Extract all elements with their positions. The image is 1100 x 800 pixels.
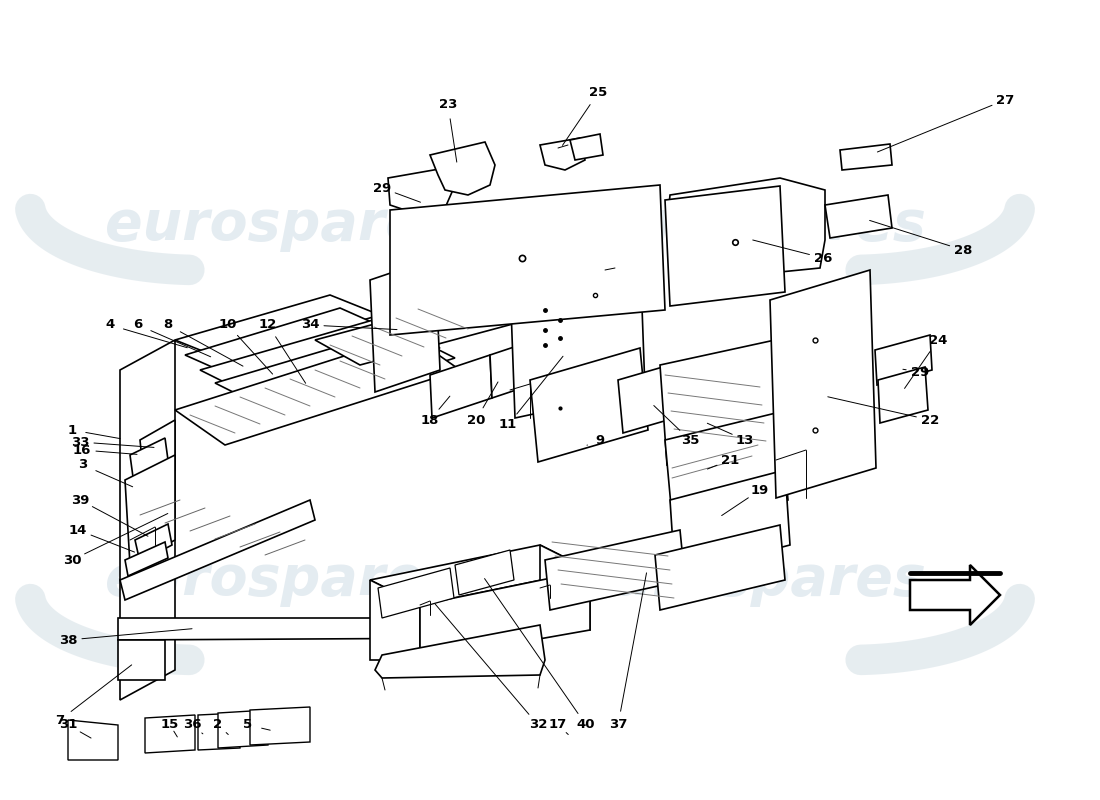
Text: 29: 29 [911, 366, 930, 378]
Text: 4: 4 [106, 318, 114, 331]
Text: 17: 17 [549, 718, 568, 731]
Text: 34: 34 [300, 318, 319, 331]
Polygon shape [218, 710, 268, 748]
Text: eurospares: eurospares [574, 553, 925, 607]
Polygon shape [825, 195, 892, 238]
Polygon shape [125, 542, 168, 576]
Polygon shape [420, 570, 590, 660]
Text: 25: 25 [588, 86, 607, 99]
Polygon shape [175, 335, 460, 445]
Polygon shape [370, 580, 420, 660]
Polygon shape [660, 340, 782, 465]
Text: 9: 9 [595, 434, 605, 446]
Polygon shape [878, 367, 928, 423]
Polygon shape [370, 545, 590, 605]
Text: 5: 5 [243, 718, 253, 731]
Text: 15: 15 [161, 718, 179, 731]
Text: 14: 14 [69, 523, 87, 537]
Text: 23: 23 [439, 98, 458, 111]
Polygon shape [250, 707, 310, 745]
Polygon shape [530, 348, 648, 462]
Polygon shape [910, 565, 1000, 625]
Text: 28: 28 [954, 243, 972, 257]
Text: 21: 21 [720, 454, 739, 466]
Polygon shape [125, 455, 175, 565]
Polygon shape [198, 713, 240, 750]
Polygon shape [230, 338, 455, 415]
Polygon shape [654, 525, 785, 610]
Polygon shape [510, 252, 645, 418]
Text: 2: 2 [213, 718, 222, 731]
Text: 35: 35 [681, 434, 700, 446]
Polygon shape [388, 168, 452, 215]
Text: 10: 10 [219, 318, 238, 331]
Polygon shape [770, 270, 876, 498]
Polygon shape [68, 720, 118, 760]
Text: 40: 40 [576, 718, 595, 731]
Polygon shape [120, 500, 315, 600]
Polygon shape [618, 362, 685, 433]
Polygon shape [145, 715, 195, 753]
Text: 8: 8 [164, 318, 173, 331]
Text: 31: 31 [58, 718, 77, 731]
Text: 30: 30 [63, 554, 81, 566]
Text: 6: 6 [133, 318, 143, 331]
Text: 16: 16 [73, 443, 91, 457]
Text: 20: 20 [466, 414, 485, 426]
Text: 37: 37 [608, 718, 627, 731]
Text: 22: 22 [921, 414, 939, 426]
Text: 3: 3 [78, 458, 88, 471]
Polygon shape [544, 530, 685, 610]
Polygon shape [666, 186, 785, 306]
Polygon shape [375, 625, 544, 678]
Polygon shape [120, 340, 175, 700]
Polygon shape [540, 545, 590, 630]
Text: eurospares: eurospares [104, 553, 455, 607]
Polygon shape [670, 470, 790, 575]
Polygon shape [540, 138, 585, 170]
Polygon shape [118, 618, 490, 640]
Text: 1: 1 [67, 423, 77, 437]
Polygon shape [200, 318, 420, 390]
Polygon shape [570, 134, 603, 160]
Text: 24: 24 [928, 334, 947, 346]
Text: 11: 11 [499, 418, 517, 431]
Polygon shape [666, 412, 788, 528]
Text: 39: 39 [70, 494, 89, 506]
Text: 32: 32 [529, 718, 547, 731]
Polygon shape [430, 142, 495, 195]
Text: 29: 29 [373, 182, 392, 194]
Polygon shape [135, 524, 172, 562]
Polygon shape [490, 345, 522, 398]
Polygon shape [840, 144, 892, 170]
Text: 18: 18 [421, 414, 439, 426]
Polygon shape [430, 355, 492, 418]
Text: 19: 19 [751, 483, 769, 497]
Text: 13: 13 [736, 434, 755, 446]
Polygon shape [315, 285, 565, 365]
Text: 7: 7 [55, 714, 65, 726]
Polygon shape [118, 640, 165, 680]
Polygon shape [455, 550, 514, 595]
Polygon shape [140, 420, 175, 490]
Polygon shape [130, 438, 168, 477]
Polygon shape [175, 295, 380, 360]
Text: eurospares: eurospares [104, 198, 455, 252]
Text: 38: 38 [58, 634, 77, 646]
Text: eurospares: eurospares [574, 198, 925, 252]
Text: 36: 36 [183, 718, 201, 731]
Polygon shape [668, 178, 825, 272]
Polygon shape [185, 308, 385, 375]
Polygon shape [370, 258, 440, 392]
Polygon shape [390, 185, 666, 335]
Polygon shape [874, 335, 932, 385]
Text: 26: 26 [814, 251, 833, 265]
Polygon shape [214, 328, 440, 403]
Polygon shape [378, 568, 454, 618]
Text: 12: 12 [258, 318, 277, 331]
Text: 33: 33 [70, 435, 89, 449]
Text: 27: 27 [996, 94, 1014, 106]
